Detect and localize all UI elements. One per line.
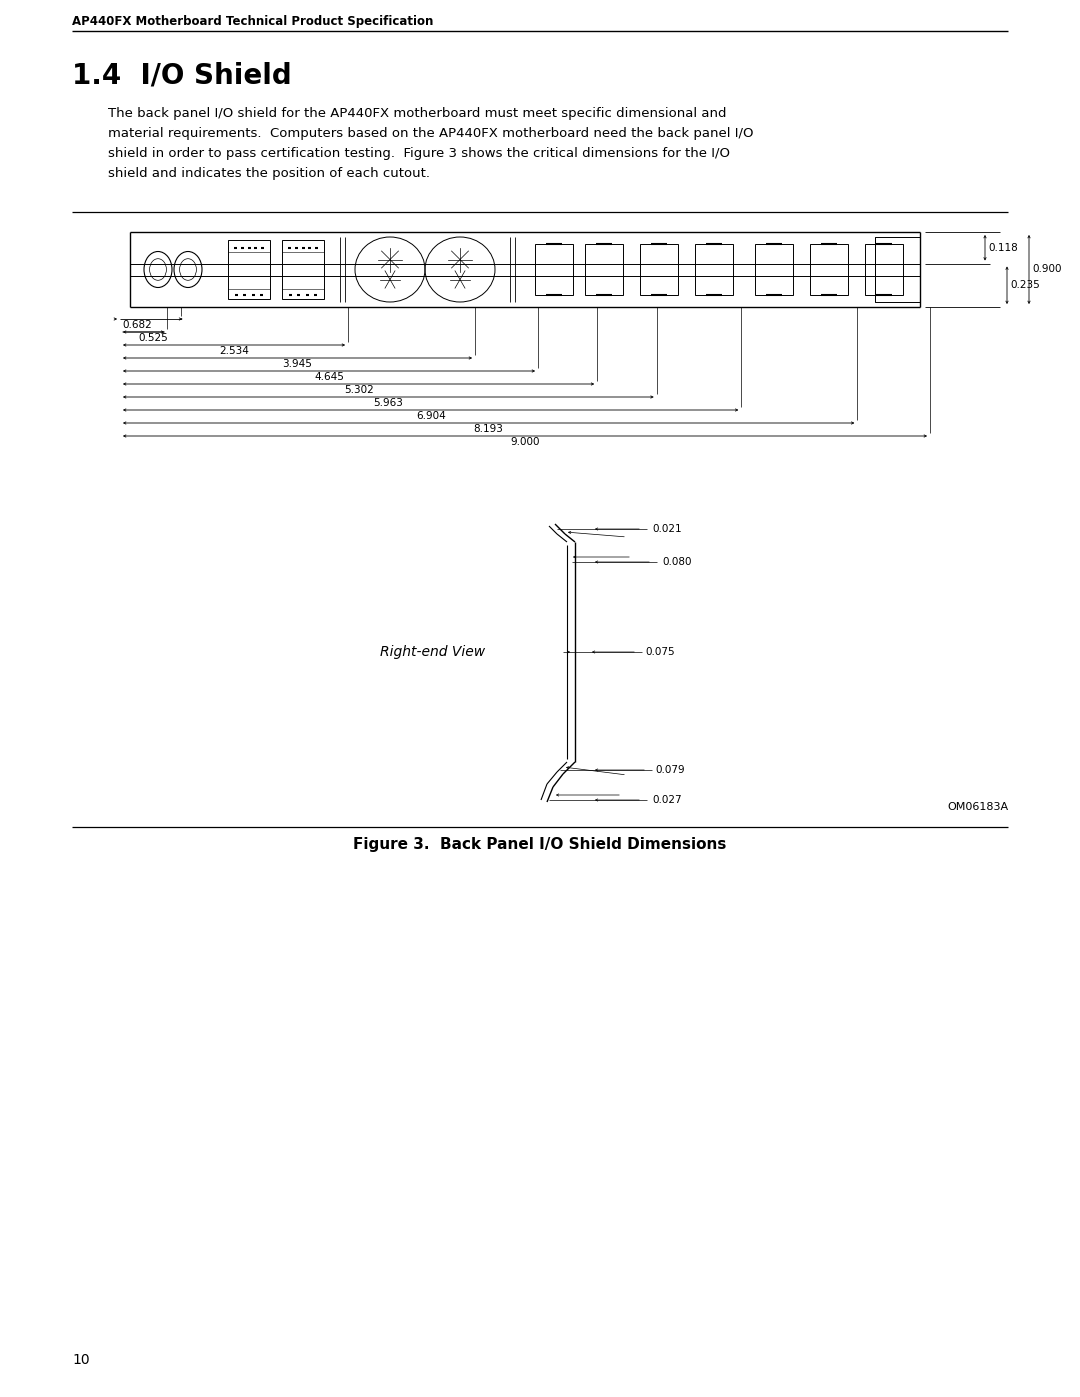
Text: OM06183A: OM06183A	[947, 802, 1008, 812]
Text: 0.027: 0.027	[652, 795, 681, 805]
Bar	[810, 244, 848, 295]
Bar	[535, 244, 573, 295]
Text: 0.080: 0.080	[662, 557, 691, 567]
Text: material requirements.  Computers based on the AP440FX motherboard need the back: material requirements. Computers based o…	[108, 127, 754, 140]
Text: shield and indicates the position of each cutout.: shield and indicates the position of eac…	[108, 168, 430, 180]
Text: 0.900: 0.900	[1032, 264, 1062, 274]
Text: 0.075: 0.075	[645, 647, 675, 657]
Text: 0.021: 0.021	[652, 524, 681, 534]
Text: Figure 3.  Back Panel I/O Shield Dimensions: Figure 3. Back Panel I/O Shield Dimensio…	[353, 837, 727, 852]
Bar	[282, 240, 324, 299]
Text: 0.525: 0.525	[138, 332, 167, 344]
Text: 0.235: 0.235	[1010, 281, 1040, 291]
Text: 4.645: 4.645	[314, 372, 343, 381]
Text: 5.302: 5.302	[343, 386, 374, 395]
Bar	[228, 240, 270, 299]
Bar	[865, 244, 903, 295]
Text: 5.963: 5.963	[374, 398, 403, 408]
Text: 6.904: 6.904	[416, 411, 446, 420]
Bar	[640, 244, 678, 295]
Text: The back panel I/O shield for the AP440FX motherboard must meet specific dimensi: The back panel I/O shield for the AP440F…	[108, 108, 727, 120]
Text: 10: 10	[72, 1354, 90, 1368]
Text: 0.118: 0.118	[988, 243, 1017, 253]
Bar	[696, 244, 733, 295]
Text: 1.4  I/O Shield: 1.4 I/O Shield	[72, 61, 292, 89]
Bar	[875, 237, 920, 302]
Text: 2.534: 2.534	[219, 346, 249, 356]
Text: 8.193: 8.193	[474, 425, 503, 434]
Text: 0.079: 0.079	[654, 766, 685, 775]
Text: 0.682: 0.682	[122, 320, 152, 330]
Bar	[755, 244, 793, 295]
Bar	[585, 244, 623, 295]
Text: shield in order to pass certification testing.  Figure 3 shows the critical dime: shield in order to pass certification te…	[108, 147, 730, 161]
Text: 9.000: 9.000	[510, 437, 540, 447]
Text: Right-end View: Right-end View	[380, 645, 485, 659]
Text: 3.945: 3.945	[283, 359, 312, 369]
Text: AP440FX Motherboard Technical Product Specification: AP440FX Motherboard Technical Product Sp…	[72, 15, 433, 28]
